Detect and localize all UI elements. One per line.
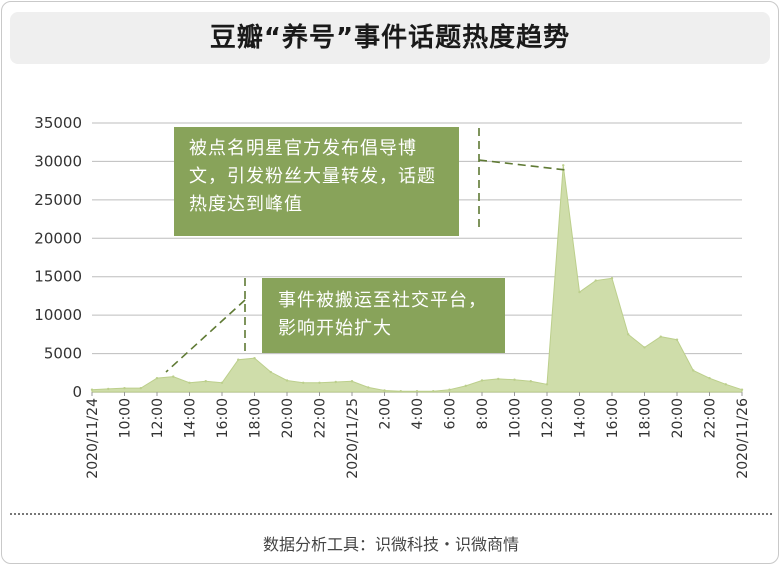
- y-tick-label: 25000: [34, 191, 82, 209]
- data-point: [253, 356, 256, 360]
- data-point: [188, 381, 191, 384]
- data-point: [155, 376, 159, 380]
- data-point: [594, 279, 597, 282]
- data-point: [448, 388, 451, 391]
- x-tick-label: 2:00: [378, 398, 394, 429]
- data-point: [334, 380, 337, 384]
- data-point: [220, 381, 224, 384]
- data-point: [204, 380, 207, 383]
- y-tick-label: 30000: [34, 152, 82, 170]
- x-tick-label: 2020/11/26: [735, 398, 751, 479]
- x-tick-label: 10:00: [508, 398, 524, 438]
- data-point: [139, 386, 142, 390]
- data-point: [529, 380, 532, 383]
- data-point: [740, 388, 744, 391]
- data-point: [432, 390, 435, 393]
- data-point: [724, 383, 727, 386]
- data-point: [464, 384, 467, 388]
- data-point: [350, 380, 354, 383]
- x-tick-label: 22:00: [313, 398, 329, 438]
- title-bar: 豆瓣“养号”事件话题热度趋势: [10, 12, 770, 64]
- x-tick-label: 22:00: [703, 398, 719, 438]
- x-tick-label: 2020/11/25: [345, 398, 361, 479]
- footer-source: 数据分析工具：识微科技・识微商情: [262, 535, 519, 554]
- x-tick-label: 12:00: [150, 398, 166, 438]
- data-point: [383, 389, 386, 392]
- x-tick-label: 16:00: [605, 398, 621, 438]
- data-point: [172, 375, 175, 378]
- data-point: [692, 369, 695, 372]
- x-tick-label: 4:00: [410, 398, 426, 429]
- leader-spread-diagonal: [165, 299, 246, 373]
- data-point: [480, 379, 484, 382]
- data-point: [302, 381, 305, 384]
- data-point: [708, 376, 711, 380]
- y-tick-label: 5000: [44, 345, 82, 363]
- x-tick-label: 14:00: [573, 398, 589, 438]
- footer-divider: [10, 513, 772, 515]
- data-point: [627, 333, 630, 336]
- leader-peak-diagonal: [478, 159, 567, 171]
- y-tick-label: 10000: [34, 306, 82, 324]
- data-point: [578, 290, 581, 294]
- data-point: [513, 378, 516, 381]
- data-point: [415, 390, 419, 393]
- x-tick-label: 2020/11/24: [85, 398, 101, 479]
- x-tick-label: 20:00: [670, 398, 686, 438]
- data-point: [107, 387, 110, 391]
- x-tick-label: 10:00: [118, 398, 134, 438]
- data-point: [123, 386, 126, 390]
- y-tick-label: 0: [72, 383, 82, 401]
- data-point: [562, 164, 565, 167]
- area-series: [91, 165, 743, 393]
- x-tick-label: 14:00: [183, 398, 199, 438]
- data-point: [399, 390, 402, 393]
- data-point: [318, 381, 321, 384]
- data-point: [237, 358, 240, 361]
- y-tick-label: 35000: [34, 114, 82, 132]
- data-point: [610, 277, 614, 280]
- data-point: [367, 386, 370, 389]
- y-tick-label: 15000: [34, 268, 82, 286]
- data-point: [285, 379, 289, 382]
- data-point: [497, 377, 500, 381]
- data-point: [659, 335, 662, 338]
- x-tick-label: 18:00: [638, 398, 654, 438]
- x-tick-label: 18:00: [248, 398, 264, 438]
- data-point: [269, 370, 272, 374]
- annotation-peak: 被点名明星官方发布倡导博文，引发粉丝大量转发，话题热度达到峰值: [174, 127, 459, 236]
- x-tick-label: 16:00: [215, 398, 231, 438]
- x-tick-label: 8:00: [475, 398, 491, 429]
- y-tick-label: 20000: [34, 229, 82, 247]
- data-point: [675, 338, 679, 341]
- data-point: [643, 346, 646, 349]
- annotation-spread: 事件被搬运至社交平台，影响开始扩大: [262, 278, 505, 353]
- data-point: [90, 388, 94, 391]
- chart-title: 豆瓣“养号”事件话题热度趋势: [209, 23, 571, 53]
- data-point: [545, 383, 549, 386]
- x-tick-label: 12:00: [540, 398, 556, 438]
- x-tick-label: 20:00: [280, 398, 296, 438]
- x-tick-label: 6:00: [443, 398, 459, 429]
